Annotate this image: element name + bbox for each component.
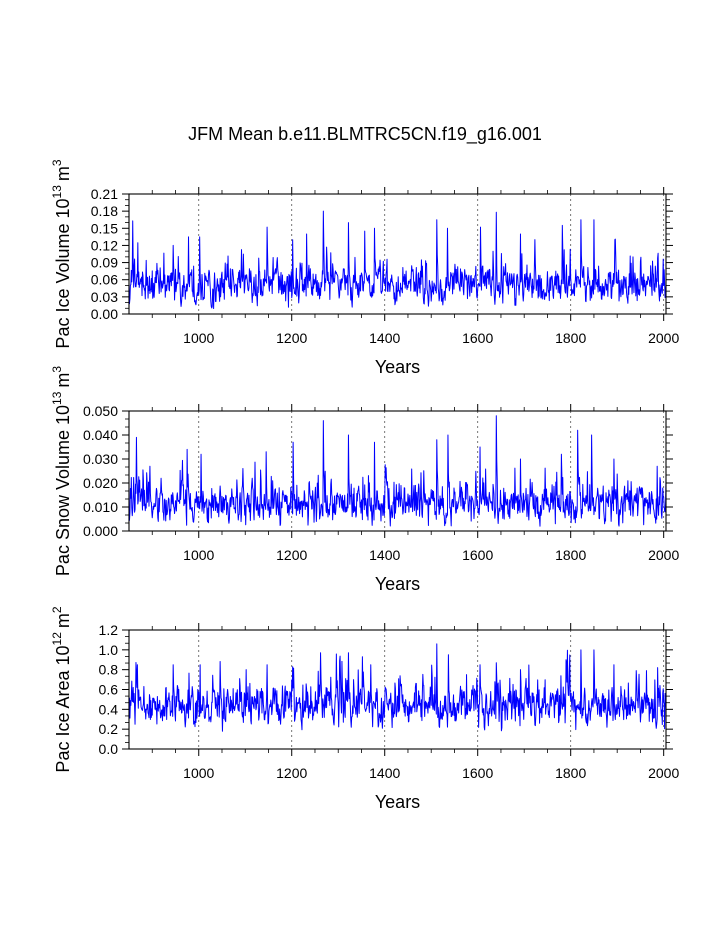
x-tick-label: 1600 [462, 765, 493, 781]
x-tick-label: 1200 [276, 330, 307, 346]
x-tick-label: 2000 [648, 330, 679, 346]
y-tick-label: 0.000 [83, 523, 118, 539]
x-tick-label: 2000 [648, 547, 679, 563]
y-tick-label: 0.03 [91, 289, 118, 305]
y-axis-label: Pac Ice Area 1012 m2 [50, 606, 73, 772]
y-tick-label: 0.040 [83, 427, 118, 443]
y-label-unit-exp: 2 [50, 606, 64, 613]
y-axis-label: Pac Snow Volume 1013 m3 [50, 366, 73, 576]
x-tick-label: 1000 [183, 330, 214, 346]
chart-pac-snow-volume: 1000 1200 1400 1600 1800 2000 0.000 0.010 0.020 0… [50, 366, 679, 594]
x-tick-label: 1200 [276, 765, 307, 781]
x-tick-label: 1400 [369, 330, 400, 346]
x-axis-label: Years [375, 357, 420, 377]
x-tick-label: 1000 [183, 765, 214, 781]
y-label-unit: m [53, 373, 73, 388]
y-tick-label: 0.12 [91, 237, 118, 253]
y-tick-label: 0.8 [99, 662, 119, 678]
y-tick-label: 0.020 [83, 475, 118, 491]
x-tick-label: 2000 [648, 765, 679, 781]
y-label-unit-exp: 3 [50, 159, 64, 166]
series-line-pac-snow-volume [128, 415, 667, 527]
x-axis-label: Years [375, 792, 420, 812]
y-label-unit: m [53, 166, 73, 181]
chart-pac-ice-volume: 1000 1200 1400 1600 1800 2000 0.000.030.060.09… [50, 159, 679, 377]
x-tick-label: 1200 [276, 547, 307, 563]
y-tick-label: 0.6 [99, 682, 119, 698]
y-tick-label: 0.050 [83, 403, 118, 419]
x-tick-label: 1800 [555, 330, 586, 346]
y-tick-label: 0.21 [91, 186, 118, 202]
y-tick-label: 0.010 [83, 499, 118, 515]
y-label-unit: m [53, 613, 73, 628]
x-tick-label: 1600 [462, 330, 493, 346]
y-tick-label: 1.0 [99, 642, 119, 658]
y-label-unit-exp: 3 [50, 366, 64, 373]
x-tick-label: 1400 [369, 765, 400, 781]
y-axis-label: Pac Ice Volume 1013 m3 [50, 159, 73, 348]
y-tick-label: 0.2 [99, 721, 119, 737]
plot-frame [128, 193, 667, 315]
y-tick-label: 0.18 [91, 203, 118, 219]
chart-pac-ice-area: 1000 1200 1400 1600 1800 2000 0.0 0.2 0.4 0.6 0.8 1… [50, 606, 679, 812]
plot-frame [128, 629, 667, 750]
y-tick-label: 0.00 [91, 306, 118, 322]
y-label-exp: 13 [50, 391, 64, 405]
y-tick-label: 0.09 [91, 255, 118, 271]
x-tick-label: 1000 [183, 547, 214, 563]
x-tick-label: 1400 [369, 547, 400, 563]
y-label-exp: 12 [50, 632, 64, 646]
y-tick-label: 0.15 [91, 220, 118, 236]
y-label-base: Pac Ice Volume 10 [53, 198, 73, 348]
y-tick-label: 0.0 [99, 741, 119, 757]
y-tick-label: 0.030 [83, 451, 118, 467]
panels: 1000 1200 1400 1600 1800 20000.000.030.060.09… [50, 159, 679, 812]
x-tick-label: 1800 [555, 765, 586, 781]
x-tick-label: 1600 [462, 547, 493, 563]
figure-title: JFM Mean b.e11.BLMTRC5CN.f19_g16.001 [188, 124, 542, 145]
y-label-base: Pac Ice Area 10 [53, 645, 73, 772]
y-tick-label: 1.2 [99, 622, 119, 638]
y-label-exp: 13 [50, 185, 64, 199]
x-tick-label: 1800 [555, 547, 586, 563]
y-tick-label: 0.06 [91, 272, 118, 288]
y-label-base: Pac Snow Volume 10 [53, 405, 73, 576]
series-line-pac-ice-volume [128, 210, 667, 310]
y-tick-label: 0.4 [99, 701, 119, 717]
series-line-pac-ice-area [128, 643, 667, 732]
x-axis-label: Years [375, 574, 420, 594]
plot-frame [128, 410, 667, 532]
